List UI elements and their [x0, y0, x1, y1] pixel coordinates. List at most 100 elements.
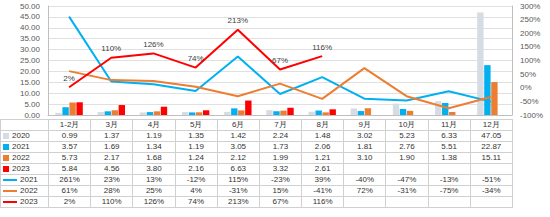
html-text:-12%: -12% — [186, 175, 206, 184]
html-text:1.21: 1.21 — [314, 153, 331, 162]
svg-text:116%: 116% — [312, 43, 332, 52]
html-text:2.61: 2.61 — [314, 164, 331, 173]
svg-text:30.00: 30.00 — [20, 45, 41, 54]
html-text:2.16: 2.16 — [188, 164, 204, 173]
svg-text:2%: 2% — [63, 74, 75, 83]
svg-text:67%: 67% — [272, 56, 288, 65]
html-text:0.99: 0.99 — [61, 131, 78, 140]
html-text:25%: 25% — [145, 186, 162, 195]
html-text:7月: 7月 — [274, 120, 287, 129]
html-text:1.19: 1.19 — [146, 131, 162, 140]
html-text:1.38: 1.38 — [441, 153, 457, 162]
html-text:6.33: 6.33 — [441, 131, 457, 140]
html-text:8月: 8月 — [316, 120, 329, 129]
html-text:-23%: -23% — [271, 175, 290, 184]
html-text:1.34: 1.34 — [146, 142, 162, 151]
html-text:1.24: 1.24 — [188, 153, 204, 162]
html-text:23%: 23% — [103, 175, 120, 184]
html-text:3.05: 3.05 — [230, 142, 247, 151]
html-text:-51%: -51% — [482, 175, 501, 184]
svg-text:35.00: 35.00 — [20, 34, 41, 43]
svg-text:10.00: 10.00 — [20, 89, 41, 98]
html-text:1.90: 1.90 — [399, 153, 415, 162]
svg-text:40.00: 40.00 — [20, 23, 41, 32]
html-text:1.42: 1.42 — [230, 131, 247, 140]
html-text:22.87: 22.87 — [481, 142, 502, 151]
html-text:1.81: 1.81 — [357, 142, 373, 151]
html-text:3.10: 3.10 — [357, 153, 373, 162]
html-text:-40%: -40% — [355, 175, 375, 184]
html-text:2022: 2022 — [12, 153, 30, 162]
html-text:1.73: 1.73 — [272, 142, 289, 151]
html-text:5月: 5月 — [189, 120, 203, 129]
svg-text:50.00: 50.00 — [20, 2, 41, 11]
svg-text:15.00: 15.00 — [20, 78, 41, 87]
html-text:3.57: 3.57 — [61, 142, 78, 151]
svg-text:0.00: 0.00 — [24, 111, 40, 120]
html-text:2020: 2020 — [12, 131, 30, 140]
html-text:47.05: 47.05 — [481, 131, 502, 140]
html-text:-47%: -47% — [397, 175, 417, 184]
svg-text:25.00: 25.00 — [20, 56, 41, 65]
svg-text:100%: 100% — [520, 56, 540, 65]
html-text:2021: 2021 — [20, 175, 38, 184]
html-text:1-2月: 1-2月 — [59, 120, 80, 129]
svg-text:110%: 110% — [101, 44, 121, 53]
html-text:3.32: 3.32 — [272, 164, 289, 173]
html-text:261%: 261% — [59, 175, 80, 184]
html-text:2.76: 2.76 — [399, 142, 415, 151]
html-text:3.80: 3.80 — [146, 164, 162, 173]
html-text:4.56: 4.56 — [104, 164, 120, 173]
html-text:13%: 13% — [145, 175, 162, 184]
html-text:5.51: 5.51 — [441, 142, 457, 151]
html-text:1.19: 1.19 — [188, 142, 204, 151]
html-text:5.73: 5.73 — [61, 153, 78, 162]
html-text:3月: 3月 — [105, 120, 118, 129]
html-text:6月: 6月 — [232, 120, 245, 129]
svg-text:20.00: 20.00 — [20, 67, 41, 76]
svg-text:250%: 250% — [520, 15, 540, 24]
html-text:1.48: 1.48 — [314, 131, 331, 140]
html-text:11月: 11月 — [441, 120, 458, 129]
html-text:28%: 28% — [103, 186, 120, 195]
html-text:4月: 4月 — [147, 120, 161, 129]
html-text:-31%: -31% — [228, 186, 248, 195]
svg-text:5.00: 5.00 — [24, 100, 40, 109]
svg-text:-50%: -50% — [520, 97, 539, 106]
html-text:10月: 10月 — [398, 120, 416, 129]
svg-text:150%: 150% — [520, 42, 540, 51]
html-text:2.24: 2.24 — [272, 131, 289, 140]
html-text:15.11: 15.11 — [481, 153, 501, 162]
svg-text:50%: 50% — [520, 70, 536, 79]
html-text:115%: 115% — [228, 175, 249, 184]
html-text:4%: 4% — [190, 186, 202, 195]
html-text:2021: 2021 — [12, 142, 30, 151]
html-text:5.84: 5.84 — [61, 164, 78, 173]
html-text:1.99: 1.99 — [272, 153, 289, 162]
html-text:1.68: 1.68 — [146, 153, 162, 162]
html-text:61%: 61% — [61, 186, 78, 195]
html-text:1.37: 1.37 — [104, 131, 120, 140]
html-text:-13%: -13% — [439, 175, 459, 184]
svg-text:126%: 126% — [143, 40, 163, 49]
html-text:2.06: 2.06 — [314, 142, 331, 151]
html-text:1.35: 1.35 — [188, 131, 204, 140]
html-text:2.17: 2.17 — [104, 153, 120, 162]
html-text:9月: 9月 — [358, 120, 371, 129]
html-text:3.02: 3.02 — [357, 131, 373, 140]
svg-text:200%: 200% — [520, 29, 540, 38]
html-text:39%: 39% — [314, 175, 331, 184]
svg-text:-100%: -100% — [520, 111, 543, 120]
svg-text:300%: 300% — [520, 2, 540, 11]
html-text:5.23: 5.23 — [399, 131, 415, 140]
svg-text:45.00: 45.00 — [20, 12, 41, 21]
html-text:2023: 2023 — [12, 164, 30, 173]
html-text:2.12: 2.12 — [230, 153, 247, 162]
html-text:12月: 12月 — [482, 120, 500, 129]
html-text:1.69: 1.69 — [104, 142, 120, 151]
svg-text:74%: 74% — [188, 54, 204, 63]
html-text:6.63: 6.63 — [230, 164, 247, 173]
svg-text:0%: 0% — [520, 83, 532, 92]
svg-text:213%: 213% — [228, 16, 248, 25]
html-text:2022: 2022 — [20, 186, 38, 195]
